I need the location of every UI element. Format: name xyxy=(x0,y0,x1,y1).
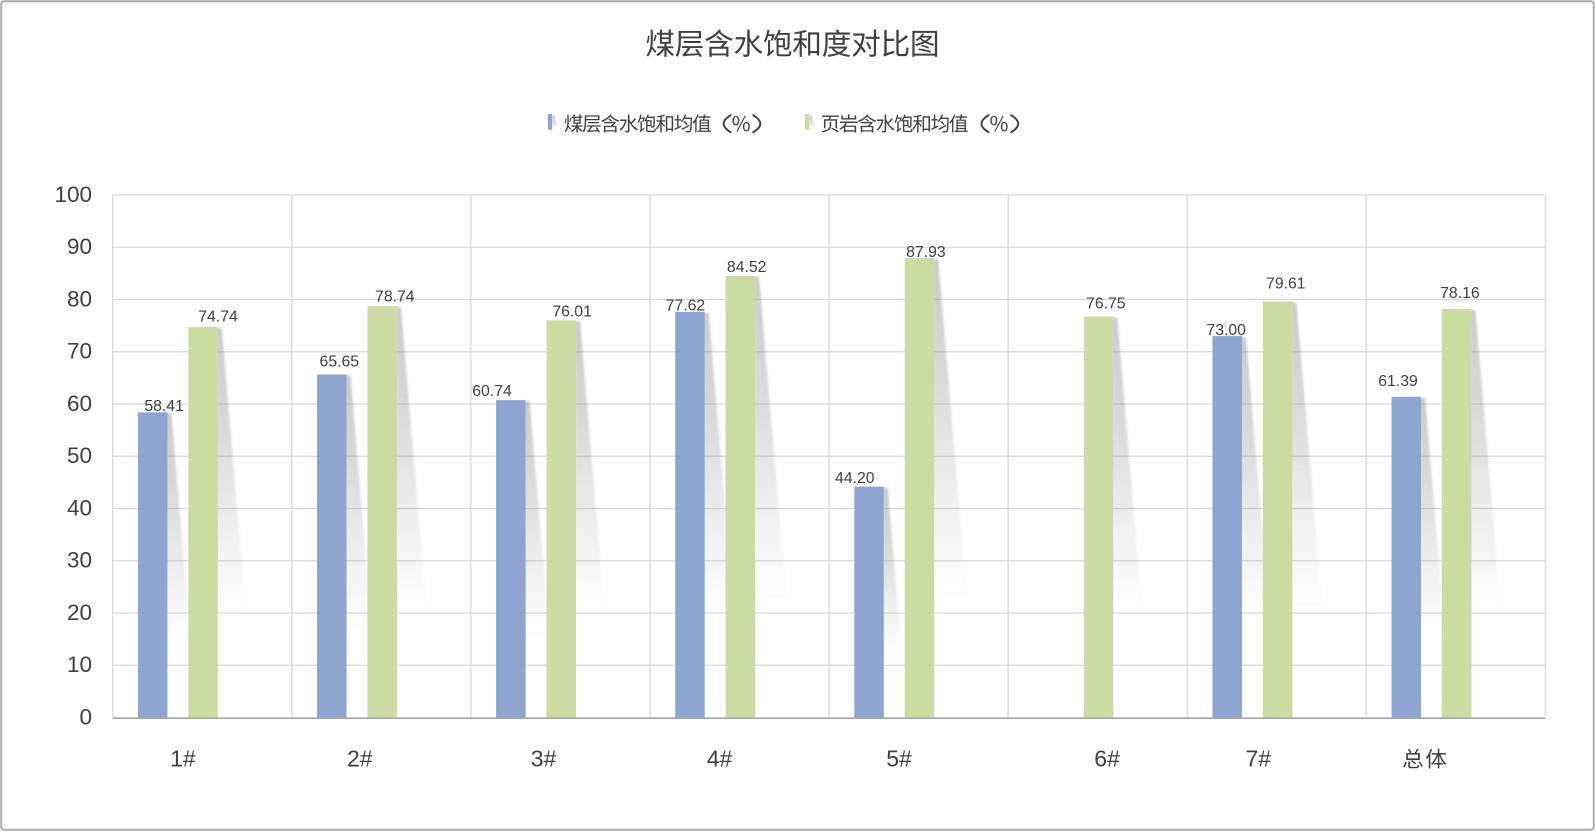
svg-text:6#: 6# xyxy=(1094,746,1120,772)
svg-text:78.16: 78.16 xyxy=(1440,285,1480,302)
svg-text:84.52: 84.52 xyxy=(727,259,767,276)
svg-text:5#: 5# xyxy=(886,746,912,772)
svg-text:50: 50 xyxy=(67,443,92,468)
svg-text:100: 100 xyxy=(54,182,92,207)
svg-text:60.74: 60.74 xyxy=(472,383,512,400)
svg-text:1#: 1# xyxy=(170,746,196,772)
svg-text:76.01: 76.01 xyxy=(552,304,592,321)
svg-text:74.74: 74.74 xyxy=(198,308,238,325)
svg-text:30: 30 xyxy=(67,548,92,573)
svg-text:87.93: 87.93 xyxy=(906,244,946,261)
svg-text:65.65: 65.65 xyxy=(320,353,360,370)
svg-text:70: 70 xyxy=(67,339,92,364)
svg-text:60: 60 xyxy=(67,391,92,416)
svg-text:20: 20 xyxy=(67,600,92,625)
svg-text:61.39: 61.39 xyxy=(1378,373,1418,390)
svg-text:78.74: 78.74 xyxy=(375,288,415,305)
svg-text:58.41: 58.41 xyxy=(144,398,184,415)
svg-text:76.75: 76.75 xyxy=(1086,295,1126,312)
svg-text:90: 90 xyxy=(67,234,92,259)
svg-text:7#: 7# xyxy=(1246,746,1272,772)
svg-text:2#: 2# xyxy=(347,746,373,772)
svg-text:3#: 3# xyxy=(531,746,557,772)
svg-text:80: 80 xyxy=(67,286,92,311)
svg-text:44.20: 44.20 xyxy=(835,470,875,487)
svg-text:40: 40 xyxy=(67,495,92,520)
svg-text:79.61: 79.61 xyxy=(1266,275,1306,292)
svg-text:10: 10 xyxy=(67,652,92,677)
svg-text:73.00: 73.00 xyxy=(1206,322,1246,339)
svg-text:4#: 4# xyxy=(707,746,733,772)
svg-text:0: 0 xyxy=(79,704,92,729)
svg-text:77.62: 77.62 xyxy=(666,297,706,314)
